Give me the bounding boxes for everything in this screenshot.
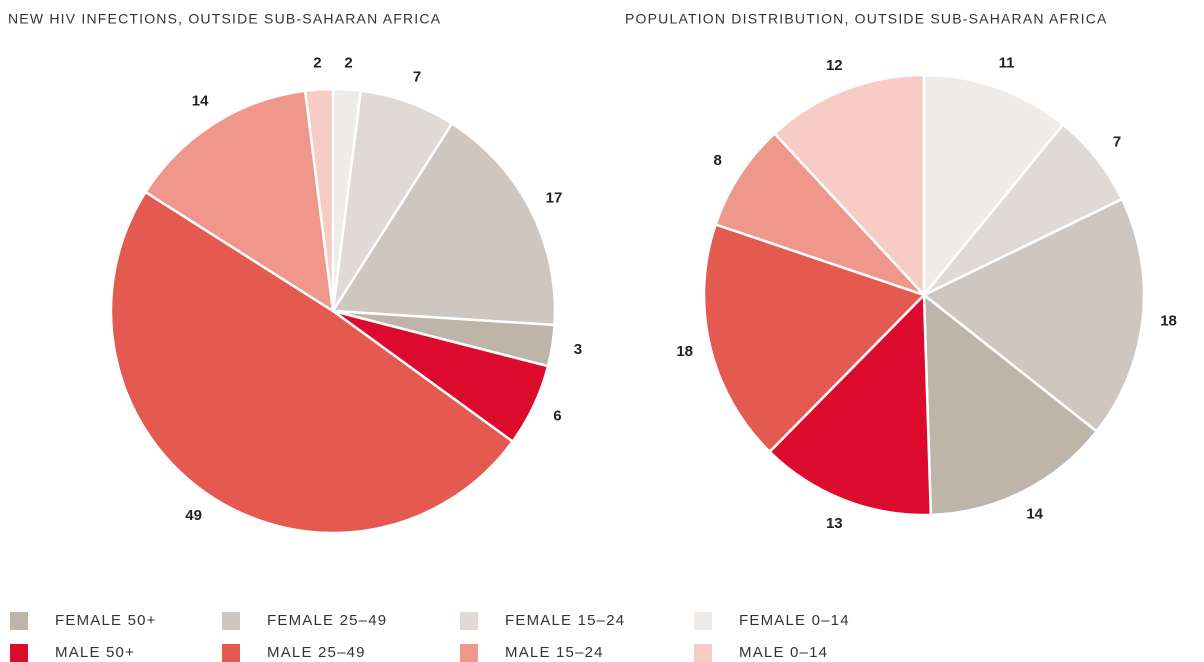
pie-slice	[772, 73, 926, 299]
data-label-value: 49	[185, 507, 202, 524]
data-label-value: 12	[826, 57, 843, 74]
data-label: 18	[1160, 313, 1177, 330]
pie-slice	[109, 190, 515, 535]
legend-swatch	[694, 612, 712, 630]
data-label: 11	[999, 54, 1015, 71]
data-label: 8	[713, 152, 721, 169]
legend-swatch	[460, 612, 478, 630]
data-label-value: 14	[192, 93, 209, 110]
data-label-value: 3	[574, 341, 582, 358]
data-label-value: 11	[999, 54, 1015, 71]
data-label: 14	[1026, 506, 1043, 523]
data-label-value: 2	[313, 54, 321, 71]
data-label-value: 7	[1113, 133, 1121, 150]
legend-label: MALE 15–24	[505, 644, 604, 661]
pie-slice	[714, 131, 925, 297]
legend-swatch	[222, 612, 240, 630]
data-label: 2	[313, 54, 321, 71]
pie-slice	[303, 87, 335, 312]
data-label: 18	[676, 343, 693, 360]
legend-label: MALE 25–49	[267, 644, 366, 661]
data-label-value: 2	[344, 54, 352, 71]
legend-swatch	[222, 644, 240, 662]
legend-label: FEMALE 15–24	[505, 612, 625, 629]
data-label-value: 14	[1026, 506, 1043, 523]
data-label: 7	[413, 69, 421, 86]
data-label: 17	[546, 189, 563, 206]
data-label-value: 17	[546, 189, 563, 206]
legend-label: FEMALE 50+	[55, 612, 157, 629]
pie-slice	[922, 73, 1065, 299]
data-label: 3	[574, 341, 582, 358]
legend-swatch	[10, 612, 28, 630]
pie-slice	[143, 89, 335, 314]
data-label-value: 18	[676, 343, 693, 360]
legend-label: FEMALE 0–14	[739, 612, 850, 629]
chart-title: NEW HIV INFECTIONS, OUTSIDE SUB-SAHARAN …	[8, 11, 441, 27]
data-label-value: 18	[1160, 313, 1177, 330]
data-label: 49	[185, 507, 202, 524]
data-label-value: 8	[713, 152, 721, 169]
pie-slice	[922, 292, 1099, 517]
legend-label: FEMALE 25–49	[267, 612, 387, 629]
data-label: 2	[344, 54, 352, 71]
legend-swatch	[694, 644, 712, 662]
chart-title: POPULATION DISTRIBUTION, OUTSIDE SUB-SAH…	[625, 11, 1108, 27]
legend-label: MALE 50+	[55, 644, 135, 661]
pie-slice	[921, 197, 1146, 434]
pie-slice	[702, 222, 927, 454]
data-label: 13	[826, 515, 843, 532]
pie-slice	[330, 121, 557, 327]
legend-swatch	[460, 644, 478, 662]
data-label-value: 7	[413, 69, 421, 86]
data-label: 12	[826, 57, 843, 74]
data-label: 14	[192, 93, 209, 110]
data-label: 6	[553, 408, 561, 425]
data-label-value: 13	[826, 515, 843, 532]
data-label: 7	[1113, 133, 1121, 150]
legend-swatch	[10, 644, 28, 662]
pie-slice	[767, 292, 933, 517]
data-label-value: 6	[553, 408, 561, 425]
legend-label: MALE 0–14	[739, 644, 828, 661]
